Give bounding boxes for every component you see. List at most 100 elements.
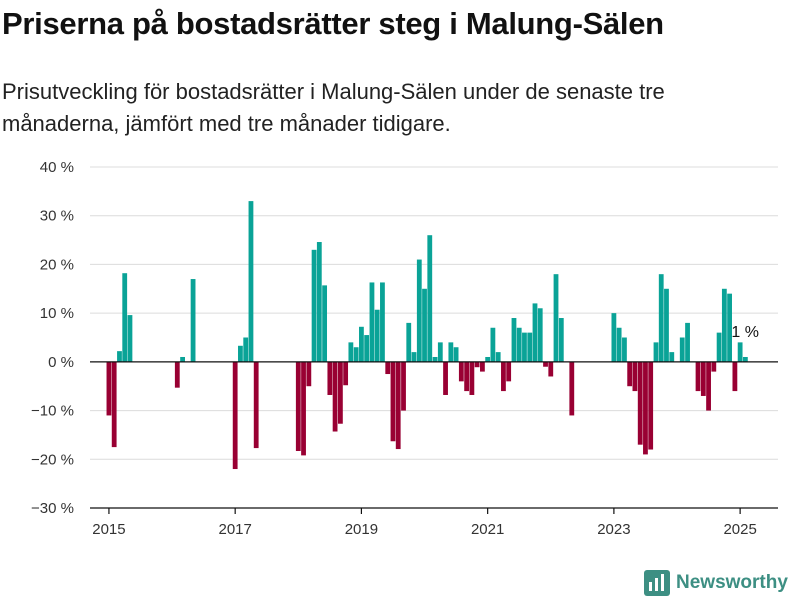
bar [248, 201, 254, 362]
bar [501, 361, 506, 392]
chart-title: Priserna på bostadsrätter steg i Malung-… [2, 6, 664, 41]
bar [448, 342, 454, 362]
y-tick-label: −20 % [31, 451, 74, 468]
bar [632, 361, 638, 392]
bar [511, 318, 517, 362]
x-tick-label: 2017 [218, 521, 251, 538]
bar [711, 361, 717, 372]
bar [295, 361, 301, 452]
bar [622, 337, 627, 362]
bar [627, 361, 633, 387]
bar [742, 356, 748, 362]
bar [348, 342, 354, 362]
bar [458, 361, 464, 382]
bar [232, 361, 238, 470]
bar [343, 361, 349, 386]
bar [437, 342, 443, 362]
bar [569, 361, 575, 416]
bar [679, 337, 685, 362]
bar [380, 282, 385, 362]
bar [359, 326, 364, 362]
bar [127, 315, 133, 362]
bar [385, 361, 391, 375]
bar [527, 332, 533, 362]
bar [106, 361, 112, 416]
bar [706, 361, 711, 411]
y-axis-tick-labels: −30 % −20 % −10 % 0 % 10 % 20 % 30 % 40 % [31, 159, 74, 517]
y-tick-label: 20 % [40, 256, 74, 273]
bar [480, 361, 485, 372]
bar [522, 332, 527, 362]
bar [306, 361, 312, 387]
bar [506, 361, 512, 382]
bar [732, 361, 738, 392]
x-tick-label: 2015 [92, 521, 125, 538]
bar [548, 361, 554, 377]
bar [443, 361, 448, 395]
bar [180, 356, 185, 362]
bar [390, 361, 396, 442]
y-tick-label: 40 % [40, 159, 74, 176]
annotations: 1 % [731, 324, 759, 341]
bar [553, 274, 559, 362]
bar [637, 361, 643, 445]
bar [532, 303, 538, 362]
bar [364, 335, 370, 362]
bar [716, 332, 722, 362]
bar [190, 279, 196, 362]
bar [332, 361, 338, 432]
bar [495, 352, 501, 362]
bar [301, 361, 306, 456]
bar [174, 361, 180, 388]
bar [685, 322, 690, 362]
bar [543, 361, 548, 367]
bar [490, 327, 496, 362]
bar [485, 356, 491, 362]
bar [337, 361, 343, 424]
bar [664, 288, 669, 362]
bar [411, 352, 417, 362]
bar [238, 345, 243, 362]
bar [453, 347, 459, 362]
bar [311, 249, 317, 362]
bar [253, 361, 259, 449]
bar [616, 327, 622, 362]
bar [648, 361, 654, 450]
bar [374, 309, 380, 362]
x-axis: 2015 2017 2019 2021 2023 2025 [90, 361, 778, 538]
bar [322, 285, 328, 362]
bars [106, 201, 748, 470]
y-tick-label: −30 % [31, 500, 74, 517]
bar [401, 361, 406, 411]
y-tick-label: 30 % [40, 208, 74, 225]
bar [395, 361, 401, 450]
bar [111, 361, 117, 448]
x-tick-label: 2025 [723, 521, 756, 538]
bar [316, 242, 322, 362]
bar [658, 274, 664, 362]
bar [474, 361, 480, 368]
bar [117, 351, 122, 362]
bar [427, 235, 433, 362]
x-tick-label: 2019 [345, 521, 378, 538]
bar [700, 361, 706, 396]
bar [416, 259, 422, 362]
brand-name: Newsworthy [676, 572, 788, 593]
bar [516, 327, 522, 362]
bar [406, 322, 412, 362]
brand-logo: Newsworthy [644, 570, 788, 596]
y-tick-label: 0 % [48, 354, 74, 371]
bar [369, 282, 375, 362]
chart-subtitle: Prisutveckling för bostadsrätter i Malun… [2, 79, 665, 136]
bar [721, 288, 727, 362]
bar [611, 313, 617, 362]
bar [653, 342, 659, 362]
y-tick-label: −10 % [31, 403, 74, 420]
x-tick-label: 2021 [471, 521, 504, 538]
bar [464, 361, 470, 392]
bar [669, 352, 675, 362]
bar [737, 342, 743, 362]
bar [122, 273, 128, 362]
y-tick-label: 10 % [40, 305, 74, 322]
